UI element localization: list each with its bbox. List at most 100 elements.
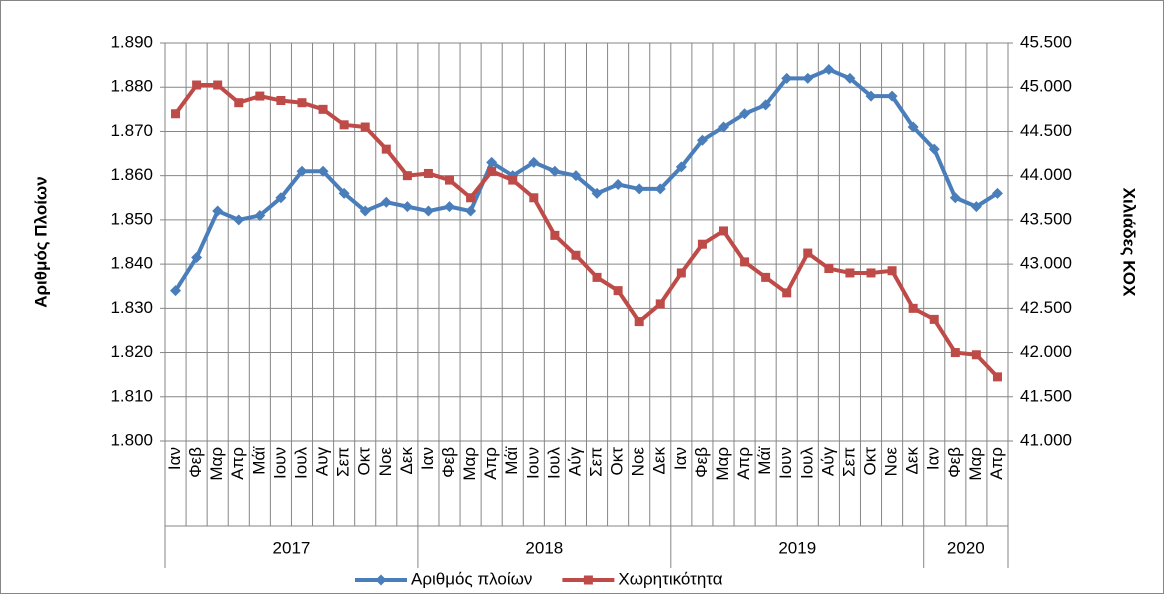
marker <box>318 104 328 114</box>
marker <box>949 192 961 204</box>
x-tick-label: Ιουλ <box>797 447 816 479</box>
legend-marker <box>375 574 387 586</box>
x-tick-label: Ιαν <box>165 447 184 470</box>
marker <box>275 192 287 204</box>
x-tick-label: Σεπ <box>839 447 858 477</box>
marker <box>908 303 918 313</box>
x-tick-label: Δεκ <box>903 447 922 475</box>
marker <box>740 257 750 267</box>
x-tick-label: Μαρ <box>207 447 226 481</box>
x-tick-label: Μαρ <box>460 447 479 481</box>
x-tick-label: Ιουν <box>523 447 542 479</box>
marker <box>803 248 813 258</box>
marker <box>971 350 981 360</box>
x-tick-label: Απρ <box>481 447 500 480</box>
marker <box>212 205 224 217</box>
marker <box>887 266 897 276</box>
x-tick-label: Φεβ <box>186 447 205 478</box>
marker <box>676 268 686 278</box>
marker <box>254 209 266 221</box>
group-label: 2017 <box>273 538 311 557</box>
marker <box>634 317 644 327</box>
marker <box>782 288 792 298</box>
x-tick-label: Νοε <box>629 447 648 477</box>
series-line <box>173 67 999 292</box>
marker <box>233 214 245 226</box>
x-tick-label: Φεβ <box>692 447 711 478</box>
marker <box>802 72 814 84</box>
x-tick-label: Σεπ <box>334 447 353 477</box>
marker <box>339 120 349 130</box>
marker <box>381 144 391 154</box>
series-line <box>173 83 999 379</box>
y2-tick-label: 44.000 <box>1020 165 1072 184</box>
group-label: 2019 <box>778 538 816 557</box>
marker <box>633 183 645 195</box>
marker <box>824 264 834 274</box>
y2-tick-label: 43.000 <box>1020 254 1072 273</box>
x-tick-label: Ιαν <box>418 447 437 470</box>
marker <box>276 95 286 105</box>
x-tick-label: Απρ <box>987 447 1006 480</box>
y2-tick-label: 45.000 <box>1020 77 1072 96</box>
x-tick-label: Ιαν <box>671 447 690 470</box>
group-label: 2018 <box>525 538 563 557</box>
legend-marker <box>583 575 593 585</box>
marker <box>717 121 729 133</box>
marker <box>592 272 602 282</box>
marker <box>696 134 708 146</box>
marker <box>402 171 412 181</box>
marker <box>380 196 392 208</box>
y2-tick-label: 41.500 <box>1020 386 1072 405</box>
marker <box>886 90 898 102</box>
x-tick-label: Ιαν <box>924 447 943 470</box>
marker <box>866 268 876 278</box>
x-tick-label: Ιουν <box>776 447 795 479</box>
marker <box>781 72 793 84</box>
marker <box>761 272 771 282</box>
y-tick-label: 1.860 <box>110 165 153 184</box>
marker <box>613 286 623 296</box>
x-tick-label: Οκτ <box>608 447 627 476</box>
marker <box>338 187 350 199</box>
y2-tick-label: 45.500 <box>1020 32 1072 51</box>
marker <box>192 80 202 90</box>
x-tick-label: Ιουλ <box>291 447 310 479</box>
marker <box>422 205 434 217</box>
x-tick-label: Αυγ <box>313 447 332 477</box>
y-tick-label: 1.870 <box>110 121 153 140</box>
y2-tick-label: 44.500 <box>1020 121 1072 140</box>
y2-tick-label: 42.000 <box>1020 342 1072 361</box>
marker <box>929 314 939 324</box>
marker <box>991 187 1003 199</box>
x-tick-label: Ιουλ <box>544 447 563 479</box>
marker <box>570 170 582 182</box>
marker <box>465 205 477 217</box>
y2-tick-label: 42.500 <box>1020 298 1072 317</box>
x-tick-label: Αύγ <box>565 447 584 477</box>
marker <box>170 285 182 297</box>
x-tick-label: Μαρ <box>966 447 985 481</box>
y-tick-label: 1.850 <box>110 209 153 228</box>
x-tick-label: Μαρ <box>713 447 732 481</box>
marker <box>739 108 751 120</box>
marker <box>697 239 707 249</box>
group-label: 2020 <box>947 538 985 557</box>
marker <box>445 175 455 185</box>
marker <box>444 201 456 213</box>
marker <box>907 121 919 133</box>
marker <box>718 226 728 236</box>
marker <box>950 348 960 358</box>
marker <box>612 179 624 191</box>
marker <box>508 175 518 185</box>
x-tick-label: Απρ <box>734 447 753 480</box>
x-tick-label: Δεκ <box>650 447 669 475</box>
x-tick-label: Μάϊ <box>502 446 521 475</box>
x-tick-label: Σεπ <box>587 447 606 477</box>
x-tick-label: Δεκ <box>397 447 416 475</box>
y-tick-label: 1.880 <box>110 77 153 96</box>
legend-label: Αριθμός πλοίων <box>411 569 532 588</box>
marker <box>466 193 476 203</box>
